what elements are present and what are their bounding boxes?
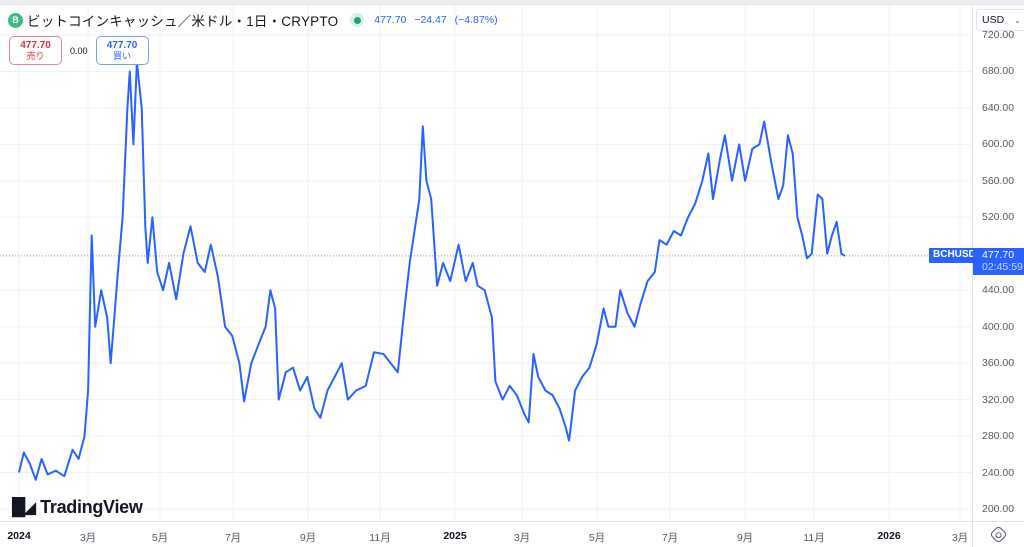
chevron-down-icon: ⌄ bbox=[1014, 15, 1021, 25]
sell-label: 売り bbox=[26, 50, 45, 61]
x-tick-label: 2026 bbox=[877, 530, 901, 542]
buy-button[interactable]: 477.70 買い bbox=[95, 36, 149, 65]
symbol-tag: BCHUSD bbox=[929, 248, 980, 263]
price-change: −24.47 bbox=[414, 14, 447, 26]
gear-icon bbox=[989, 525, 1008, 544]
y-tick-label: 720.00 bbox=[982, 29, 1015, 41]
plot-area[interactable] bbox=[0, 5, 972, 521]
logo-text: TradingView bbox=[40, 497, 143, 517]
sell-button[interactable]: 477.70 売り bbox=[9, 36, 62, 65]
price-line bbox=[18, 61, 846, 481]
price-quote: 477.70 −24.47 (−4.87%) bbox=[374, 14, 502, 26]
x-tick-label: 11月 bbox=[369, 532, 391, 544]
x-tick-label: 9月 bbox=[299, 532, 317, 544]
y-tick-label: 360.00 bbox=[982, 357, 1015, 370]
last-price-tag: 477.70 02:45:59 bbox=[973, 248, 1024, 275]
symbol-title[interactable]: ビットコインキャッシュ／米ドル・1日・CRYPTO bbox=[27, 14, 339, 29]
bar-countdown: 02:45:59 bbox=[982, 261, 1023, 273]
x-tick-label: 2025 bbox=[443, 530, 467, 542]
x-tick-label: 3月 bbox=[951, 532, 969, 544]
x-tick-label: 9月 bbox=[736, 532, 754, 544]
bitcoin-cash-icon: B bbox=[8, 12, 23, 28]
buy-price: 477.70 bbox=[106, 39, 138, 51]
y-tick-label: 240.00 bbox=[982, 466, 1015, 479]
y-tick-label: 640.00 bbox=[982, 101, 1015, 114]
last-price: 477.70 bbox=[374, 14, 407, 26]
tradingview-logo[interactable]: █◢ TradingView bbox=[12, 497, 143, 518]
y-tick-label: 280.00 bbox=[982, 430, 1015, 443]
x-tick-label: 5月 bbox=[151, 532, 169, 544]
x-tick-label: 2024 bbox=[7, 530, 31, 542]
currency-label: USD bbox=[982, 14, 1005, 26]
tradingview-mark-icon: █◢ bbox=[12, 497, 36, 518]
spread-value: 0.00 bbox=[70, 45, 88, 56]
trade-buttons: 477.70 売り 0.00 477.70 買い bbox=[9, 36, 149, 65]
x-tick-label: 3月 bbox=[513, 532, 531, 544]
currency-selector[interactable]: USD ⌄ bbox=[976, 9, 1024, 31]
top-strip bbox=[0, 0, 1024, 4]
x-tick-label: 3月 bbox=[79, 532, 97, 544]
y-tick-label: 680.00 bbox=[982, 65, 1015, 78]
y-tick-label: 440.00 bbox=[982, 284, 1015, 297]
y-tick-label: 600.00 bbox=[982, 138, 1015, 151]
price-chart[interactable] bbox=[0, 5, 972, 521]
y-tick-label: 320.00 bbox=[982, 393, 1015, 406]
x-tick-label: 7月 bbox=[224, 532, 242, 544]
x-tick-label: 5月 bbox=[588, 532, 606, 544]
x-tick-label: 7月 bbox=[661, 532, 679, 544]
buy-label: 買い bbox=[113, 50, 132, 61]
chart-header: B ビットコインキャッシュ／米ドル・1日・CRYPTO 477.70 −24.4… bbox=[8, 10, 503, 30]
price-change-pct: (−4.87%) bbox=[454, 14, 498, 26]
price-scale[interactable]: 720.00 680.00 640.00 600.00 560.00 520.00 440.… bbox=[972, 5, 1024, 521]
y-tick-label: 520.00 bbox=[982, 211, 1015, 224]
market-open-dot-icon bbox=[350, 13, 365, 27]
settings-button[interactable] bbox=[972, 521, 1024, 547]
price-tag-value: 477.70 bbox=[982, 249, 1015, 261]
x-tick-label: 11月 bbox=[803, 532, 825, 544]
y-tick-label: 400.00 bbox=[982, 320, 1015, 333]
y-tick-label: 200.00 bbox=[982, 503, 1015, 515]
y-tick-label: 560.00 bbox=[982, 174, 1015, 187]
sell-price: 477.70 bbox=[20, 39, 51, 51]
time-axis[interactable]: 2024 3月 5月 7月 9月 11月 2025 3月 5月 7月 9月 11月 2026 3月 bbox=[0, 521, 972, 547]
